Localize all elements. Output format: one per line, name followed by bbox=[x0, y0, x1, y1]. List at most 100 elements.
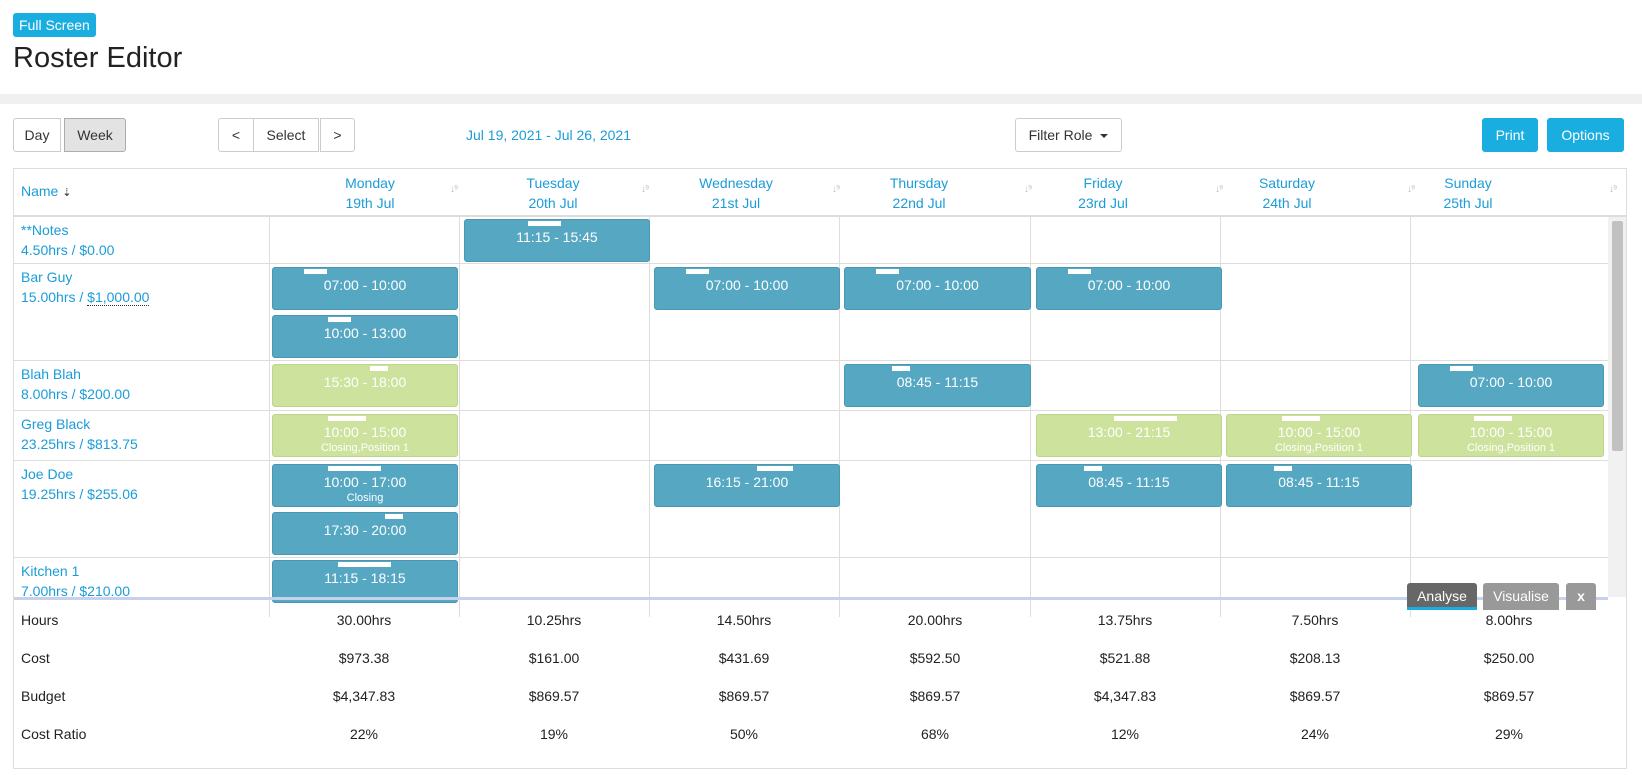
stat-value: 24% bbox=[1300, 726, 1330, 742]
week-view-button[interactable]: Week bbox=[64, 118, 126, 152]
sort-icon[interactable]: ↓⁹ bbox=[450, 184, 458, 195]
next-week-button[interactable]: > bbox=[320, 118, 355, 152]
day-view-button[interactable]: Day bbox=[13, 118, 61, 152]
stat-label: Cost bbox=[21, 650, 50, 666]
day-header-monday: Monday 19th Jul bbox=[345, 175, 395, 211]
stat-value: $869.57 bbox=[1289, 688, 1341, 704]
column-divider bbox=[1030, 217, 1031, 617]
sort-icon[interactable]: ↓⁹ bbox=[1407, 184, 1415, 195]
stat-value: 13.75hrs bbox=[1097, 612, 1153, 628]
shift-block[interactable]: 08:45 - 11:15 bbox=[1226, 464, 1412, 507]
shift-block[interactable]: 11:15 - 18:15 bbox=[272, 560, 458, 603]
stat-value: 19% bbox=[539, 726, 569, 742]
sort-icon[interactable]: ↓⁹ bbox=[832, 184, 840, 195]
stat-value: 8.00hrs bbox=[1485, 612, 1533, 628]
filter-role-dropdown[interactable]: Filter Role bbox=[1015, 118, 1122, 152]
table-row: Bar Guy 15.00hrs / $1,000.00 bbox=[14, 264, 1608, 361]
analysis-panel: Hours 30.00hrs 10.25hrs 14.50hrs 20.00hr… bbox=[14, 597, 1608, 767]
shift-block[interactable]: 08:45 - 11:15 bbox=[844, 364, 1031, 407]
print-button[interactable]: Print bbox=[1482, 118, 1538, 152]
stat-value: $208.13 bbox=[1289, 650, 1341, 666]
name-header-label: Name bbox=[21, 183, 59, 199]
shift-block[interactable]: 15:30 - 18:00 bbox=[272, 364, 458, 407]
shift-block[interactable]: 10:00 - 15:00 Closing,Position 1 bbox=[1418, 414, 1604, 457]
shift-block[interactable]: 07:00 - 10:00 bbox=[1418, 364, 1604, 407]
stat-value: $869.57 bbox=[528, 688, 580, 704]
shift-block[interactable]: 13:00 - 21:15 bbox=[1036, 414, 1222, 457]
name-column-header[interactable]: Name ⇣ bbox=[21, 183, 71, 199]
shift-block[interactable]: 10:00 - 15:00 Closing,Position 1 bbox=[272, 414, 458, 457]
employee-name[interactable]: Kitchen 1 7.00hrs / $210.00 bbox=[21, 563, 130, 599]
options-button[interactable]: Options bbox=[1547, 118, 1624, 152]
sort-icon[interactable]: ↓⁹ bbox=[1609, 184, 1617, 195]
column-divider bbox=[269, 217, 270, 617]
stat-value: 20.00hrs bbox=[907, 612, 963, 628]
page-title: Roster Editor bbox=[13, 42, 183, 74]
stat-value: $869.57 bbox=[1483, 688, 1535, 704]
employee-name[interactable]: Blah Blah 8.00hrs / $200.00 bbox=[21, 366, 130, 402]
sort-icon[interactable]: ↓⁹ bbox=[1024, 184, 1032, 195]
stat-value: $250.00 bbox=[1483, 650, 1535, 666]
stat-value: 29% bbox=[1494, 726, 1524, 742]
sort-icon[interactable]: ↓⁹ bbox=[1215, 184, 1223, 195]
stat-value: 10.25hrs bbox=[526, 612, 582, 628]
stat-value: 12% bbox=[1110, 726, 1140, 742]
stat-value: 14.50hrs bbox=[716, 612, 772, 628]
sort-icon[interactable]: ↓⁹ bbox=[641, 184, 649, 195]
close-icon[interactable]: x bbox=[1566, 583, 1596, 610]
day-header-sunday: Sunday 25th Jul bbox=[1443, 175, 1493, 211]
roster-grid: Name ⇣ Monday 19th Jul ↓⁹ Tuesday 20th Jul… bbox=[13, 168, 1627, 769]
stat-label: Hours bbox=[21, 612, 59, 628]
shift-block[interactable]: 07:00 - 10:00 bbox=[272, 267, 458, 310]
stat-value: $869.57 bbox=[718, 688, 770, 704]
stat-value: $973.38 bbox=[338, 650, 390, 666]
fullscreen-button[interactable]: Full Screen bbox=[13, 13, 96, 37]
employee-name[interactable]: Joe Doe 19.25hrs / $255.06 bbox=[21, 466, 138, 502]
employee-name[interactable]: **Notes 4.50hrs / $0.00 bbox=[21, 222, 115, 258]
shift-block[interactable]: 10:00 - 15:00 Closing,Position 1 bbox=[1226, 414, 1412, 457]
employee-name[interactable]: Bar Guy 15.00hrs / $1,000.00 bbox=[21, 269, 150, 306]
employee-name[interactable]: Greg Black 23.25hrs / $813.75 bbox=[21, 416, 138, 452]
stat-value: $592.50 bbox=[909, 650, 961, 666]
day-header-tuesday: Tuesday 20th Jul bbox=[526, 175, 580, 211]
day-header-friday: Friday 23rd Jul bbox=[1078, 175, 1128, 211]
day-header-wednesday: Wednesday 21st Jul bbox=[699, 175, 773, 211]
table-row: Blah Blah 8.00hrs / $200.00 bbox=[14, 361, 1608, 411]
table-row: Joe Doe 19.25hrs / $255.06 bbox=[14, 461, 1608, 558]
date-range-label: Jul 19, 2021 - Jul 26, 2021 bbox=[466, 127, 632, 143]
shift-block[interactable]: 16:15 - 21:00 bbox=[654, 464, 840, 507]
visualise-tab[interactable]: Visualise bbox=[1483, 583, 1559, 610]
shift-block[interactable]: 10:00 - 17:00 Closing bbox=[272, 464, 458, 507]
shift-block[interactable]: 07:00 - 10:00 bbox=[844, 267, 1031, 310]
grid-header: Name ⇣ Monday 19th Jul ↓⁹ Tuesday 20th Jul… bbox=[14, 169, 1626, 217]
stat-value: $4,347.83 bbox=[332, 688, 396, 704]
stat-value: $521.88 bbox=[1099, 650, 1151, 666]
column-divider bbox=[649, 217, 650, 617]
stat-value: $4,347.83 bbox=[1093, 688, 1157, 704]
prev-week-button[interactable]: < bbox=[218, 118, 254, 152]
shift-block[interactable]: 17:30 - 20:00 bbox=[272, 512, 458, 555]
stat-value: $161.00 bbox=[528, 650, 580, 666]
stat-value: 22% bbox=[349, 726, 379, 742]
shift-block[interactable]: 11:15 - 15:45 bbox=[464, 219, 650, 262]
shift-block[interactable]: 10:00 - 13:00 bbox=[272, 315, 458, 358]
table-row: Kitchen 1 7.00hrs / $210.00 bbox=[14, 558, 1608, 603]
sort-icon[interactable]: ⇣ bbox=[62, 187, 72, 199]
scrollbar-thumb[interactable] bbox=[1612, 221, 1623, 451]
analyse-tab[interactable]: Analyse bbox=[1407, 583, 1477, 610]
stat-value: 68% bbox=[920, 726, 950, 742]
shift-block[interactable]: 07:00 - 10:00 bbox=[654, 267, 840, 310]
table-row: **Notes 4.50hrs / $0.00 bbox=[14, 217, 1608, 264]
chevron-down-icon bbox=[1100, 134, 1109, 139]
stat-label: Cost Ratio bbox=[21, 726, 87, 742]
stat-value: 30.00hrs bbox=[336, 612, 392, 628]
shift-block[interactable]: 07:00 - 10:00 bbox=[1036, 267, 1222, 310]
column-divider bbox=[459, 217, 460, 617]
shift-block[interactable]: 08:45 - 11:15 bbox=[1036, 464, 1222, 507]
day-header-saturday: Saturday 24th Jul bbox=[1258, 175, 1316, 211]
stat-value: $869.57 bbox=[909, 688, 961, 704]
select-week-button[interactable]: Select bbox=[253, 118, 319, 152]
day-header-thursday: Thursday 22nd Jul bbox=[889, 175, 949, 211]
header-panel: Full Screen Roster Editor bbox=[0, 0, 1642, 94]
stat-label: Budget bbox=[21, 688, 66, 704]
